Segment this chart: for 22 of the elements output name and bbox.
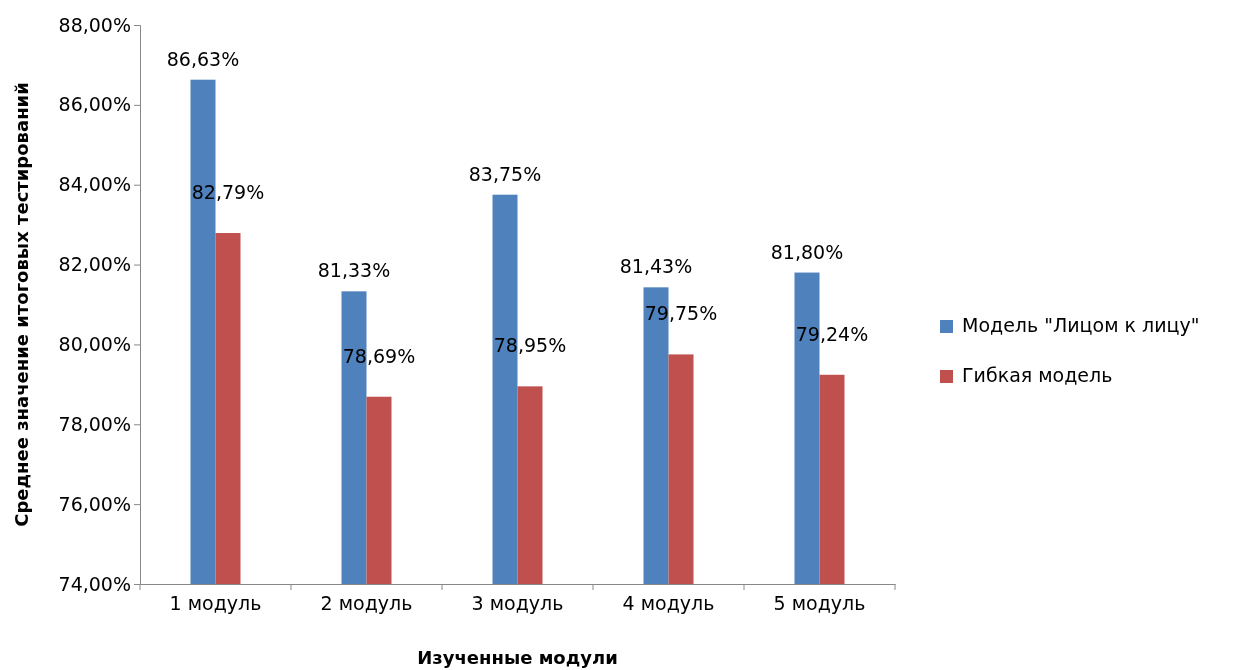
data-label: 81,43%: [619, 255, 693, 278]
y-tick-label: 80,00%: [58, 333, 131, 356]
data-label: 81,80%: [770, 240, 844, 263]
legend-label: Модель "Лицом к лицу": [962, 314, 1200, 336]
y-tick-label: 88,00%: [58, 13, 131, 36]
y-axis-title: Среднее значение итоговых тестирований: [11, 82, 32, 527]
x-tick-label: 1 модуль: [169, 591, 262, 614]
y-tick-label: 74,00%: [58, 572, 131, 595]
data-label: 83,75%: [468, 162, 542, 185]
data-label: 86,63%: [166, 47, 240, 70]
y-tick-label: 78,00%: [58, 412, 131, 435]
x-tick-label: 4 модуль: [622, 591, 715, 614]
x-tick-label: 2 модуль: [320, 591, 413, 614]
y-tick-label: 86,00%: [58, 93, 131, 116]
y-tick-label: 76,00%: [58, 492, 131, 515]
legend-label: Гибкая модель: [962, 364, 1113, 386]
data-label: 81,33%: [317, 259, 391, 282]
y-tick-label: 84,00%: [58, 173, 131, 196]
y-tick-label: 82,00%: [58, 253, 131, 276]
x-tick-label: 3 модуль: [471, 591, 564, 614]
x-axis-title: Изученные модули: [417, 647, 618, 668]
x-tick-label: 5 модуль: [773, 591, 866, 614]
